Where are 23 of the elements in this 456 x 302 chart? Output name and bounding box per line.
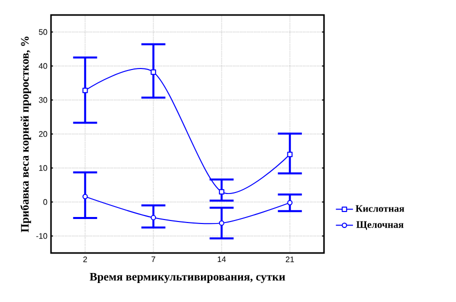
point [150,214,156,220]
x-tick-label: 14 [218,256,226,262]
y-tick-label: 20 [38,131,48,137]
x-tick-label: 21 [286,256,294,262]
y-tick-label: 40 [38,63,48,69]
point [218,220,224,226]
point [82,194,88,200]
x-tick-label: 7 [152,256,156,262]
y-tick-label: -10 [36,233,48,239]
y-tick-label: 0 [43,199,48,205]
point [287,152,293,158]
point [150,69,156,75]
x-tick-label: 2 [83,256,87,262]
x-axis-title: Время вермикультивирования, сутки [90,272,286,283]
point [287,200,293,206]
y-tick-label: 30 [38,97,48,103]
y-tick-label: 10 [39,165,48,171]
legend-label: Кислотная [356,205,404,212]
point [218,189,224,194]
y-tick-label: 50 [38,29,48,35]
legend-label: Щелочная [356,221,404,230]
y-axis-title: Прибавка веса корней проростков, % [20,36,32,232]
point [82,88,88,94]
